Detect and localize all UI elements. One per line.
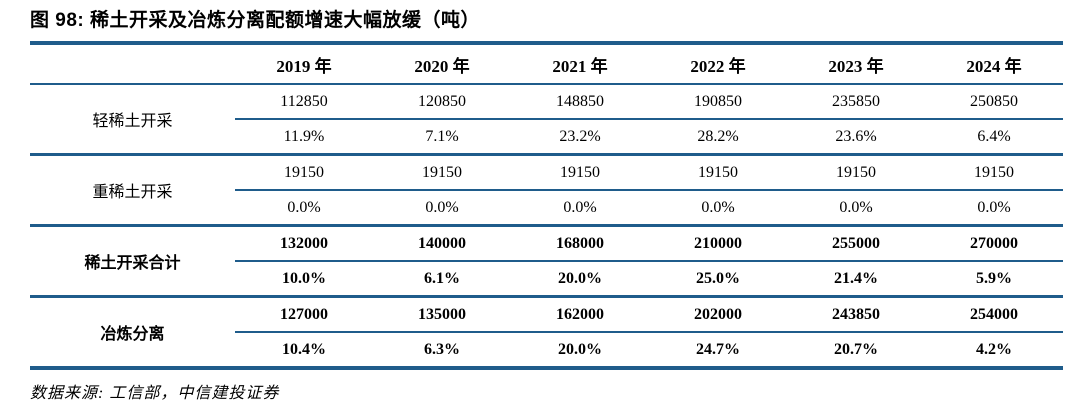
table-row-heavy-ree-growth: 0.0% 0.0% 0.0% 0.0% 0.0% 0.0% <box>30 190 1063 227</box>
table-cell: 20.0% <box>511 261 649 298</box>
table-cell: 0.0% <box>511 190 649 227</box>
table-cell: 4.2% <box>976 340 1012 358</box>
table-cell: 7.1% <box>373 119 511 156</box>
table-cell: 10.4% <box>282 340 326 358</box>
table-cell: 127000 <box>235 296 373 333</box>
source-note: 数据来源: 工信部，中信建投证券 <box>30 385 280 402</box>
table-cell: 23.2% <box>511 119 649 156</box>
row-label-total-mining: 稀土开采合计 <box>30 225 235 298</box>
row-label-light-ree: 轻稀土开采 <box>30 84 235 156</box>
table-cell: 243850 <box>787 296 925 333</box>
table-cell: 135000 <box>373 296 511 333</box>
figure-title: 图 98: 稀土开采及冶炼分离配额增速大幅放缓（吨） <box>30 10 481 31</box>
table-cell: 210000 <box>649 225 787 262</box>
table-row-light-ree-values: 轻稀土开采 112850 120850 148850 190850 235850… <box>30 84 1063 156</box>
table-cell: 19150 <box>925 154 1063 191</box>
table-cell: 23.6% <box>787 119 925 156</box>
row-label-heavy-ree: 重稀土开采 <box>30 154 235 227</box>
table-row-smelting-growth: 10.4% 6.3% 20.0% 24.7% 20.7% 4.2% <box>30 332 1063 368</box>
table-cell: 0.0% <box>235 190 373 227</box>
table-row-total-mining-growth: 10.0% 6.1% 20.0% 25.0% 21.4% 5.9% <box>30 261 1063 298</box>
table-cell: 168000 <box>511 225 649 262</box>
table-cell: 6.1% <box>373 261 511 298</box>
table-cell: 202000 <box>649 296 787 333</box>
year-header-2021: 2021 年 <box>511 43 649 85</box>
table-cell: 0.0% <box>925 190 1063 227</box>
year-header-2019: 2019 年 <box>235 43 373 85</box>
table-cell: 132000 <box>235 225 373 262</box>
table-cell: 21.4% <box>787 261 925 298</box>
table-cell: 0.0% <box>373 190 511 227</box>
table-cell: 162000 <box>511 296 649 333</box>
year-header-2020: 2020 年 <box>373 43 511 85</box>
table-cell: 20.7% <box>834 340 878 358</box>
header-row: 2019 年 2020 年 2021 年 2022 年 2023 年 2024 … <box>30 43 1063 85</box>
table-cell: 11.9% <box>235 119 373 156</box>
table-cell: 254000 <box>925 296 1063 333</box>
table-cell: 235850 <box>787 84 925 120</box>
table-cell: 0.0% <box>787 190 925 227</box>
table-cell: 190850 <box>649 84 787 120</box>
table-cell: 148850 <box>511 84 649 120</box>
table-cell: 5.9% <box>925 261 1063 298</box>
table-cell: 250850 <box>925 84 1063 120</box>
table-cell: 20.0% <box>558 340 602 358</box>
table-cell: 28.2% <box>649 119 787 156</box>
table-row-smelting-values: 冶炼分离 127000 135000 162000 202000 243850 … <box>30 296 1063 343</box>
table-cell: 19150 <box>235 154 373 191</box>
table-cell: 270000 <box>925 225 1063 262</box>
table-cell: 25.0% <box>649 261 787 298</box>
table-row-total-mining-values: 稀土开采合计 132000 140000 168000 210000 25500… <box>30 225 1063 298</box>
table-cell: 10.0% <box>235 261 373 298</box>
table-cell: 6.4% <box>925 119 1063 156</box>
table-cell: 0.0% <box>649 190 787 227</box>
year-header-2022: 2022 年 <box>649 43 787 85</box>
header-empty-cell <box>30 43 235 85</box>
table-cell: 19150 <box>511 154 649 191</box>
table-cell: 24.7% <box>696 340 740 358</box>
table-row-light-ree-growth: 11.9% 7.1% 23.2% 28.2% 23.6% 6.4% <box>30 119 1063 156</box>
row-label-smelting: 冶炼分离 <box>100 326 165 343</box>
table-cell: 112850 <box>235 84 373 120</box>
table-cell: 19150 <box>787 154 925 191</box>
table-cell: 19150 <box>649 154 787 191</box>
year-header-2023: 2023 年 <box>787 43 925 85</box>
table-cell: 6.3% <box>424 340 460 358</box>
table-row-heavy-ree-values: 重稀土开采 19150 19150 19150 19150 19150 1915… <box>30 154 1063 227</box>
quota-table: 2019 年 2020 年 2021 年 2022 年 2023 年 2024 … <box>30 41 1063 370</box>
table-cell: 140000 <box>373 225 511 262</box>
year-header-2024: 2024 年 <box>925 43 1063 85</box>
table-cell: 120850 <box>373 84 511 120</box>
table-cell: 19150 <box>373 154 511 191</box>
table-cell: 255000 <box>787 225 925 262</box>
